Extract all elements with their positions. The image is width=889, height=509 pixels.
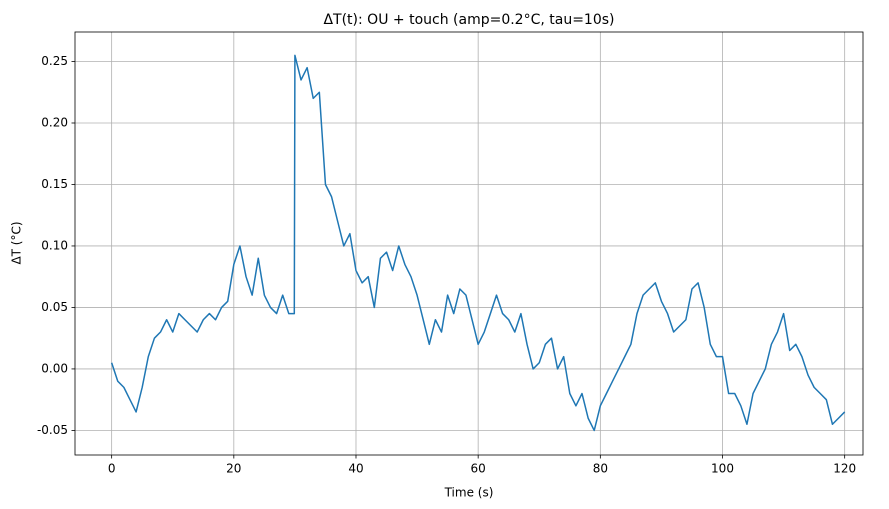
y-tick-label: 0.20	[41, 115, 68, 129]
chart-title: ΔT(t): OU + touch (amp=0.2°C, tau=10s)	[323, 12, 614, 28]
x-axis-label: Time (s)	[444, 486, 494, 500]
plot-frame	[74, 31, 864, 456]
x-tick-label: 20	[226, 462, 241, 476]
y-tick-label: 0.15	[41, 177, 68, 191]
x-tick-label: 80	[593, 462, 608, 476]
y-tick-label: 0.00	[41, 361, 68, 375]
x-tick-label: 0	[108, 462, 116, 476]
y-tick-label: 0.10	[41, 238, 68, 252]
x-tick-label: 120	[833, 462, 856, 476]
x-tick-label: 100	[711, 462, 734, 476]
y-tick-label: 0.25	[41, 54, 68, 68]
y-tick-label: 0.05	[41, 300, 68, 314]
data-line	[110, 54, 846, 432]
y-tick-label: -0.05	[37, 423, 68, 437]
x-tick-label: 60	[471, 462, 486, 476]
y-axis-label: ΔT (°C)	[10, 221, 24, 264]
x-tick-label: 40	[348, 462, 363, 476]
